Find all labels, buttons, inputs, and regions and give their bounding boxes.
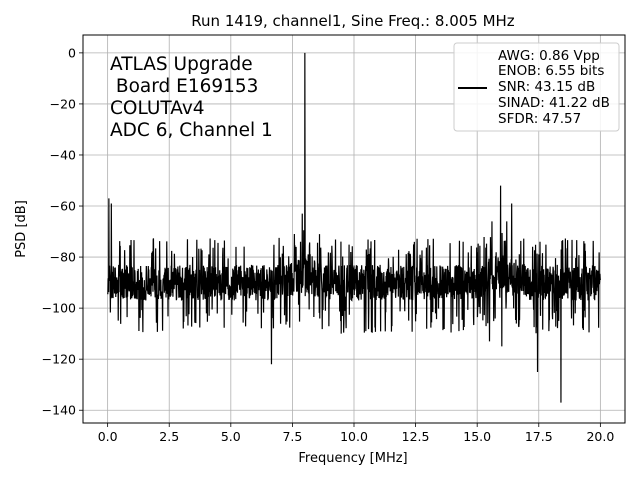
annotation-line: ADC 6, Channel 1	[110, 120, 273, 141]
x-tick-label: 7.5	[282, 429, 302, 444]
y-axis-label: PSD [dB]	[14, 200, 29, 258]
x-tick-label: 5.0	[221, 429, 241, 444]
legend-entry: SFDR: 47.57	[498, 111, 581, 127]
x-tick-label: 10.0	[340, 429, 368, 444]
x-tick-label: 17.5	[525, 429, 553, 444]
board-annotation: ATLAS Upgrade Board E169153 COLUTAv4 ADC…	[110, 54, 273, 141]
psd-trace	[107, 52, 601, 403]
legend-entry: SNR: 43.15 dB	[498, 79, 595, 95]
x-tick-label: 2.5	[159, 429, 179, 444]
annotation-line: ATLAS Upgrade	[110, 54, 253, 75]
legend-entry: SINAD: 41.22 dB	[498, 95, 610, 111]
axis-ticks: 0.0 2.5 5.0 7.5 10.0 12.5 15.0 17.5 20.0 0 −20 −40 −…	[42, 45, 615, 444]
psd-series	[107, 52, 601, 403]
y-tick-label: −60	[50, 199, 76, 214]
chart-title: Run 1419, channel1, Sine Freq.: 8.005 MH…	[191, 12, 515, 30]
legend: AWG: 0.86 Vpp ENOB: 6.55 bits SNR: 43.15…	[453, 42, 620, 132]
annotation-line: Board E169153	[110, 76, 258, 97]
y-tick-label: −120	[42, 352, 76, 367]
x-tick-label: 0.0	[98, 429, 118, 444]
legend-box	[453, 42, 620, 132]
y-tick-label: −20	[50, 96, 76, 111]
x-tick-label: 20.0	[586, 429, 614, 444]
legend-entry: AWG: 0.86 Vpp	[498, 48, 600, 64]
y-tick-label: 0	[68, 45, 76, 60]
legend-entry: ENOB: 6.55 bits	[498, 63, 604, 79]
y-tick-label: −80	[50, 250, 76, 265]
y-tick-label: −100	[42, 301, 76, 316]
x-tick-label: 15.0	[463, 429, 491, 444]
annotation-line: COLUTAv4	[110, 98, 205, 119]
x-axis-label: Frequency [MHz]	[298, 451, 407, 466]
y-tick-label: −40	[50, 147, 76, 162]
y-tick-label: −140	[42, 403, 76, 418]
x-tick-label: 12.5	[402, 429, 430, 444]
